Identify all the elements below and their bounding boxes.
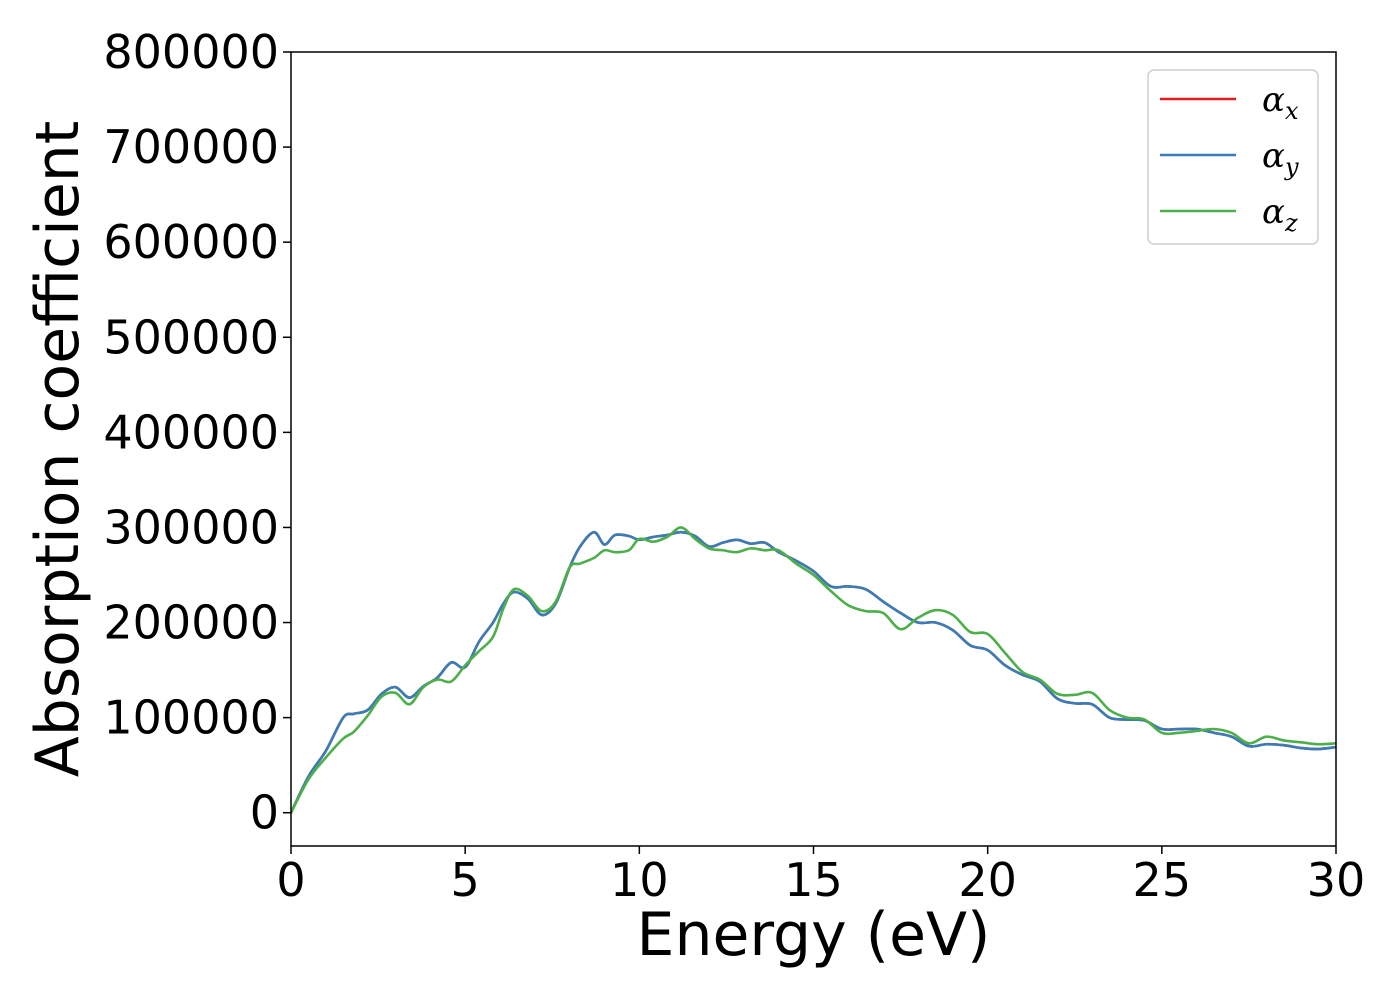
series-layer xyxy=(291,526,1336,815)
legend-label-x: αx xyxy=(1262,80,1299,125)
y-tick-label: 300000 xyxy=(103,500,279,554)
y-tick-label: 700000 xyxy=(103,120,279,174)
y-tick-label: 800000 xyxy=(103,25,279,79)
x-tick-label: 30 xyxy=(1307,853,1366,907)
x-tick-label: 0 xyxy=(276,853,305,907)
legend-subscript: x xyxy=(1285,97,1299,125)
x-tick-label: 20 xyxy=(958,853,1017,907)
y-axis-title: Absorption coefficient xyxy=(23,121,93,778)
series-line-z xyxy=(291,526,1336,815)
legend-symbol: α xyxy=(1262,136,1285,176)
x-axis: 0 5 10 15 20 25 30 xyxy=(276,846,1365,907)
legend-label-z: αz xyxy=(1262,192,1298,237)
y-tick-label: 600000 xyxy=(103,215,279,269)
x-tick-label: 25 xyxy=(1133,853,1192,907)
legend-subscript: z xyxy=(1284,209,1298,237)
y-tick-label: 200000 xyxy=(103,596,279,650)
x-tick-label: 10 xyxy=(610,853,669,907)
x-tick-label: 15 xyxy=(784,853,843,907)
legend-symbol: α xyxy=(1262,80,1285,120)
x-tick-label: 5 xyxy=(451,853,480,907)
y-axis: 0 100000 200000 300000 400000 500000 600000 700… xyxy=(103,25,291,840)
series-line-y xyxy=(291,530,1336,815)
y-tick-label: 100000 xyxy=(103,691,279,745)
y-tick-label: 400000 xyxy=(103,405,279,459)
legend-label-y: αy xyxy=(1262,136,1299,181)
legend-symbol: α xyxy=(1262,192,1285,232)
legend-subscript: y xyxy=(1284,153,1299,181)
y-tick-label: 500000 xyxy=(103,310,279,364)
x-axis-title: Energy (eV) xyxy=(637,900,991,970)
y-tick-label: 0 xyxy=(250,786,279,840)
legend-box xyxy=(1147,69,1319,245)
